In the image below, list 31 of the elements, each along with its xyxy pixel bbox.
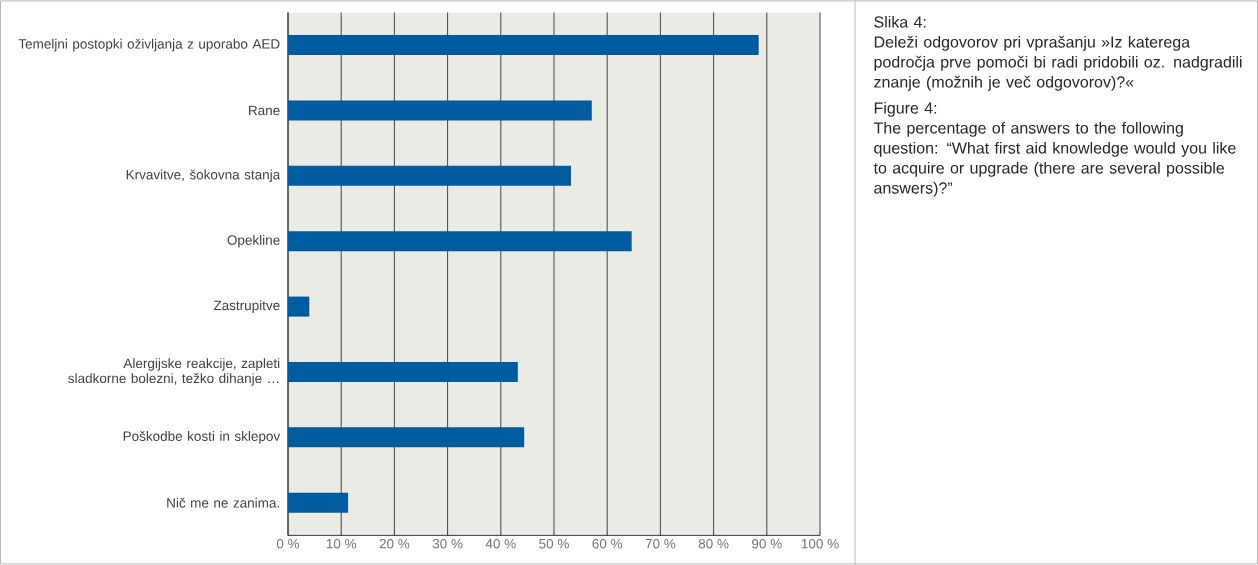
text: The percentage of answers to the following question: “What first aid knowledge would you like to acquire or upgrade (there are several possible answers)?” <box>873 122 1236 197</box>
x-tick-label: 50 % <box>539 539 569 549</box>
bar <box>288 35 759 56</box>
bar <box>288 362 518 383</box>
text: Slika 4: <box>874 16 926 28</box>
bar <box>288 165 572 186</box>
bar <box>288 427 525 448</box>
caption: Figure 4: <box>874 102 937 117</box>
y-tick-label: Opekline <box>227 235 280 248</box>
bar <box>288 231 632 252</box>
y-tick-label: Nič me ne zanima. <box>167 497 279 508</box>
x-tick-label: 70 % <box>645 539 676 549</box>
y-tick-label: Rane <box>249 105 280 116</box>
text: Deleži odgovorov pri vprašanju »Iz katerega področja prve pomoči bi radi pridobili oz. nadgradili znanje (možnih je več odgovorov)?« <box>874 35 1242 91</box>
y-tick-label: Alergijske reakcije, zapleti sladkorne bolezni, težko dihanje … <box>68 358 280 386</box>
y-tick-label: Temeljni postopki oživljanja z uporabo AED <box>18 38 280 52</box>
x-tick-label: 90 % <box>752 539 782 549</box>
x-tick-label: 20 % <box>379 539 410 549</box>
x-tick-label: 0 % <box>276 539 300 549</box>
bar <box>288 296 310 317</box>
y-tick-label: Zastrupitve <box>213 300 280 313</box>
x-tick-label: 100 % <box>801 539 839 549</box>
bar <box>288 100 592 121</box>
y-tick-label: Poškodbe kosti in sklepov <box>123 431 281 444</box>
x-tick-label: 80 % <box>698 539 729 549</box>
bar <box>288 492 349 513</box>
y-tick-label: Krvavitve, šokovna stanja <box>126 169 281 183</box>
x-tick-label: 10 % <box>326 539 357 549</box>
x-tick-label: 40 % <box>485 539 516 549</box>
x-tick-label: 60 % <box>592 539 623 549</box>
x-tick-label: 30 % <box>432 539 463 549</box>
